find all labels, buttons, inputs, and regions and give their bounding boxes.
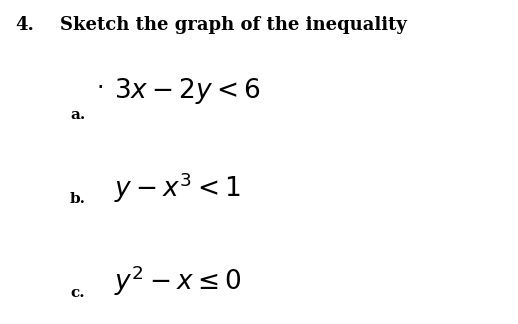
Text: $y - x^3 < 1$: $y - x^3 < 1$ xyxy=(114,171,241,205)
Text: b.: b. xyxy=(70,192,86,206)
Text: $y^2 - x \leq 0$: $y^2 - x \leq 0$ xyxy=(114,263,241,297)
Text: 4.: 4. xyxy=(16,16,34,34)
Text: $\cdot$: $\cdot$ xyxy=(96,74,103,98)
Text: $3x - 2y < 6$: $3x - 2y < 6$ xyxy=(114,76,261,106)
Text: Sketch the graph of the inequality: Sketch the graph of the inequality xyxy=(60,16,407,34)
Text: c.: c. xyxy=(70,286,84,300)
Text: a.: a. xyxy=(70,108,85,122)
